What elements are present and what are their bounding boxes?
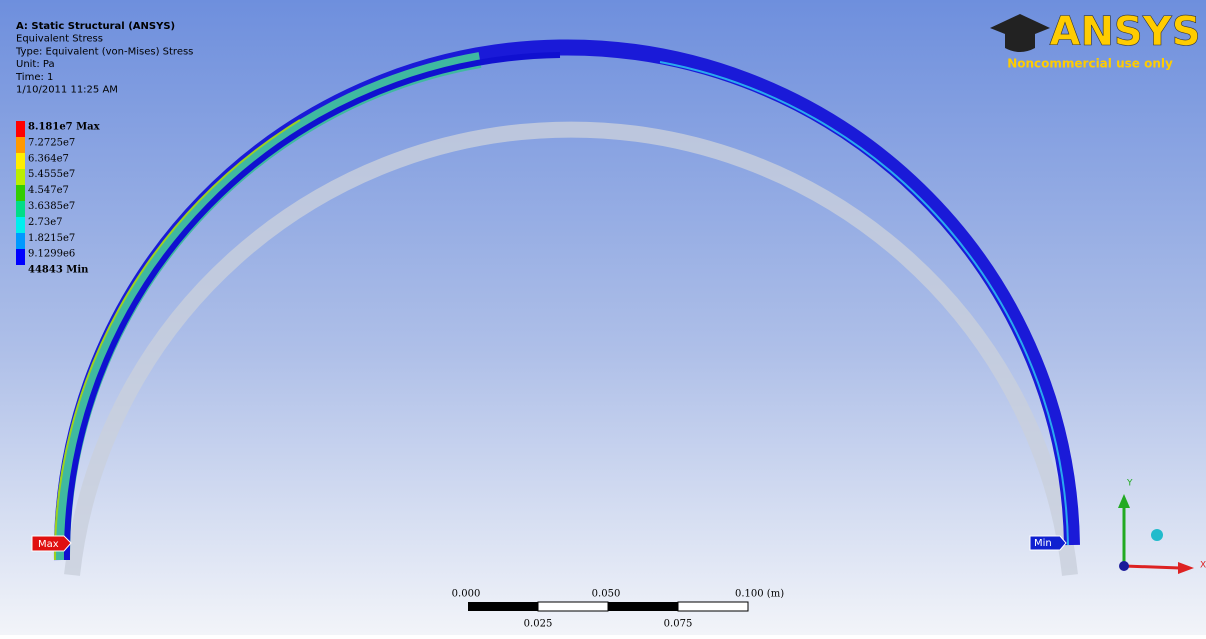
- x-axis: [1124, 566, 1180, 568]
- scale-segment: [608, 602, 678, 611]
- header-line: Time: 1: [15, 72, 53, 83]
- swatch: [16, 121, 25, 137]
- header-line: Equivalent Stress: [16, 34, 103, 45]
- swatch: [16, 169, 25, 185]
- scale-segment: [468, 602, 538, 611]
- header-line: 1/10/2011 11:25 AM: [16, 85, 118, 96]
- axis-label: Y: [1126, 479, 1133, 489]
- scale-label: 0.050: [592, 589, 621, 600]
- header-line: A: Static Structural (ANSYS): [16, 21, 175, 32]
- legend-label: 44843 Min: [28, 265, 89, 276]
- legend-label: 8.181e7 Max: [28, 122, 101, 133]
- probe-label: Max: [38, 539, 59, 550]
- scale-label: 0.075: [664, 619, 693, 630]
- swatch: [16, 185, 25, 201]
- scale-label: 0.100 (m): [735, 589, 784, 600]
- page: ANSYS result view {"header":{"lines":["A…: [0, 0, 1206, 635]
- legend-label: 7.2725e7: [28, 137, 75, 148]
- legend-label: 4.547e7: [28, 185, 69, 196]
- scale-label: 0.025: [524, 619, 553, 630]
- swatch: [16, 201, 25, 217]
- legend-label: 9.1299e6: [28, 249, 75, 260]
- scale-segment: [538, 602, 608, 611]
- triad-ball: [1151, 529, 1163, 541]
- legend-label: 6.364e7: [28, 153, 69, 164]
- swatch: [16, 217, 25, 233]
- axis-label: X: [1200, 561, 1206, 571]
- swatch: [16, 233, 25, 249]
- logo-cap: [1005, 34, 1035, 52]
- logo-note: Noncommercial use only: [1007, 57, 1173, 71]
- header-line: Unit: Pa: [16, 59, 55, 70]
- scale-segment: [678, 602, 748, 611]
- z-axis: [1119, 561, 1129, 571]
- swatch: [16, 153, 25, 169]
- probe-label: Min: [1034, 538, 1052, 549]
- legend-label: 1.8215e7: [28, 233, 75, 244]
- swatch: [16, 137, 25, 153]
- header-line: Type: Equivalent (von-Mises) Stress: [15, 46, 193, 57]
- scale-label: 0.000: [452, 589, 481, 600]
- body: A: Static Structural (ANSYS) Equivalent S…: [0, 0, 1206, 635]
- swatch: [16, 249, 25, 265]
- legend-label: 3.6385e7: [28, 201, 75, 212]
- logo-name: ANSYS: [1049, 9, 1200, 55]
- legend-label: 5.4555e7: [28, 169, 75, 180]
- viewport: A: Static Structural (ANSYS) Equivalent S…: [0, 0, 1206, 635]
- legend-label: 2.73e7: [28, 217, 63, 228]
